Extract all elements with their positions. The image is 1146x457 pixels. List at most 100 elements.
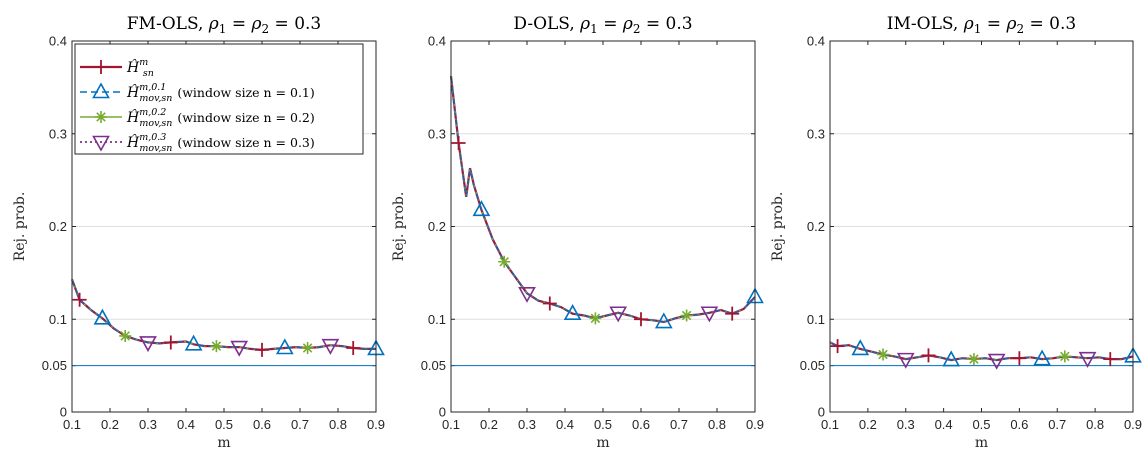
y-tick-label: 0.4 <box>49 34 67 49</box>
y-tick-label: 0.4 <box>428 34 446 49</box>
legend-label-main: Ĥ <box>126 83 140 101</box>
series-marker-1 <box>921 348 936 363</box>
legend-marker-3 <box>95 111 107 123</box>
title-rho: ρ <box>622 14 633 34</box>
legend-label-main: Ĥ <box>126 133 140 151</box>
series-marker-1 <box>72 292 87 307</box>
legend-label-sub: mov,sn <box>139 93 172 104</box>
legend-marker-1 <box>94 60 108 74</box>
x-tick-label: 0.1 <box>63 417 81 432</box>
chart-panel-3: 0 0.05 0.1 0.2 0.3 0.4 0.1 0.2 0.3 0.4 0.5 0.6 0.7 0.… <box>770 14 1142 451</box>
y-tick-label: 0 <box>818 405 825 420</box>
series-marker-1 <box>634 312 648 327</box>
series-marker-1 <box>255 342 269 357</box>
x-tick-label: 0.2 <box>101 417 119 432</box>
x-tick-label: 0.5 <box>594 417 612 432</box>
title-value: = 0.3 <box>1024 14 1076 34</box>
title-subscript: 1 <box>219 22 227 36</box>
x-axis-label: m <box>596 435 609 451</box>
x-tick-label: 0.1 <box>821 417 839 432</box>
legend-label-sup: m,0.3 <box>139 132 166 143</box>
y-tick-label: 0.05 <box>421 358 446 373</box>
y-tick-label: 0 <box>439 405 446 420</box>
chart-title: IM-OLS, ρ1 = ρ2 = 0.3 <box>887 14 1076 36</box>
title-method: FM-OLS, <box>127 14 209 34</box>
x-tick-label: 0.8 <box>708 417 726 432</box>
x-tick-label: 0.3 <box>518 417 536 432</box>
series-marker-4 <box>896 352 915 369</box>
series-marker-3 <box>877 348 890 361</box>
x-tick-label: 0.4 <box>556 417 574 432</box>
x-axis-label: m <box>975 435 988 451</box>
series-marker-2 <box>93 308 112 325</box>
legend-label: Ĥm,0.2 mov,sn (window size n = 0.2) <box>126 107 315 129</box>
series-marker-2 <box>275 338 294 355</box>
title-subscript: 2 <box>633 22 641 36</box>
series-line-4 <box>450 76 756 323</box>
x-tick-label: 0.3 <box>139 417 157 432</box>
title-method: D-OLS, <box>513 14 580 34</box>
y-tick-label: 0.3 <box>807 126 825 141</box>
series-marker-3 <box>680 309 693 322</box>
legend-item: Ĥm,0.2 mov,sn (window size n = 0.2) <box>80 107 315 129</box>
legend-label: Ĥm,0.1 mov,sn (window size n = 0.1) <box>126 82 315 104</box>
title-rho: ρ <box>963 14 974 34</box>
x-tick-label: 0.4 <box>177 417 195 432</box>
series-line-3 <box>829 341 1134 361</box>
y-axis-label: Rej. prob. <box>12 192 28 262</box>
y-tick-label: 0.1 <box>49 312 67 327</box>
title-equals: = <box>598 14 623 34</box>
axes-box <box>829 40 1134 413</box>
series-marker-3 <box>1058 350 1071 363</box>
legend-item: Ĥm sn <box>80 57 154 79</box>
series-marker-1 <box>542 296 557 311</box>
legend-label-sup: m <box>139 57 148 68</box>
x-tick-label: 0.9 <box>1124 417 1142 432</box>
legend-item: Ĥm,0.3 mov,sn (window size n = 0.3) <box>80 132 315 154</box>
y-tick-label: 0 <box>60 405 67 420</box>
x-tick-label: 0.7 <box>291 417 309 432</box>
series-marker-4 <box>518 286 536 303</box>
title-equals: = <box>981 14 1006 34</box>
series-marker-4 <box>987 353 1006 370</box>
series-marker-3 <box>210 340 223 353</box>
y-tick-label: 0.05 <box>42 358 67 373</box>
y-tick-label: 0.2 <box>49 219 67 234</box>
series-marker-4 <box>230 340 249 357</box>
title-method: IM-OLS, <box>887 14 964 34</box>
y-axis-label: Rej. prob. <box>770 192 786 262</box>
series-marker-2 <box>851 339 870 356</box>
x-tick-label: 0.5 <box>972 417 990 432</box>
x-tick-label: 0.8 <box>1086 417 1104 432</box>
series-marker-2 <box>184 334 203 351</box>
legend-label: Ĥm,0.3 mov,sn (window size n = 0.3) <box>126 132 315 154</box>
x-tick-label: 0.8 <box>329 417 347 432</box>
legend-marker-2 <box>92 82 110 99</box>
legend-label-sup: m,0.2 <box>139 107 166 118</box>
series-marker-3 <box>119 329 132 342</box>
y-tick-label: 0.1 <box>428 312 446 327</box>
x-tick-label: 0.6 <box>253 417 271 432</box>
x-tick-label: 0.2 <box>480 417 498 432</box>
y-tick-label: 0.2 <box>807 219 825 234</box>
series-marker-4 <box>139 336 157 353</box>
x-tick-label: 0.4 <box>935 417 953 432</box>
chart-title: FM-OLS, ρ1 = ρ2 = 0.3 <box>127 14 321 36</box>
series-marker-2 <box>654 312 673 329</box>
y-tick-label: 0.2 <box>428 219 446 234</box>
title-value: = 0.3 <box>269 14 321 34</box>
x-axis-label: m <box>217 435 230 451</box>
legend-label: Ĥm sn <box>126 57 154 79</box>
series-marker-4 <box>321 338 340 355</box>
x-tick-label: 0.7 <box>670 417 688 432</box>
title-rho: ρ <box>1005 14 1016 34</box>
series-marker-3 <box>967 353 980 366</box>
series-marker-1 <box>346 341 361 356</box>
title-value: = 0.3 <box>641 14 693 34</box>
title-subscript: 2 <box>1016 22 1024 36</box>
y-tick-label: 0.1 <box>807 312 825 327</box>
x-tick-label: 0.6 <box>1010 417 1028 432</box>
series-marker-3 <box>301 342 314 355</box>
series-marker-1 <box>1103 352 1118 367</box>
